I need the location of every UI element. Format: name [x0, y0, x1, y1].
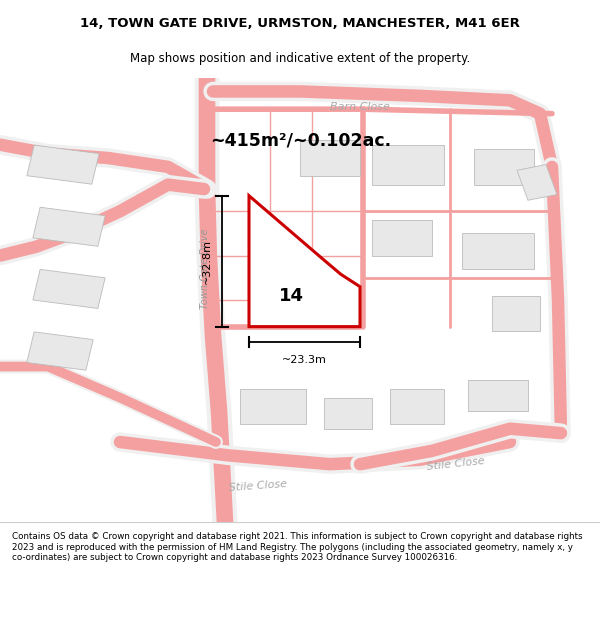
Text: ~23.3m: ~23.3m: [282, 355, 327, 365]
Bar: [462, 233, 534, 269]
Text: Town Gate Drive: Town Gate Drive: [200, 229, 210, 309]
Bar: [27, 332, 93, 370]
Bar: [240, 389, 306, 424]
Text: Stile Close: Stile Close: [229, 479, 287, 493]
Bar: [390, 389, 444, 424]
Text: 14: 14: [278, 286, 304, 304]
Bar: [27, 145, 99, 184]
Polygon shape: [249, 196, 360, 327]
Text: Contains OS data © Crown copyright and database right 2021. This information is : Contains OS data © Crown copyright and d…: [12, 532, 583, 562]
Bar: [300, 140, 360, 176]
Text: Stile Close: Stile Close: [427, 456, 485, 472]
Bar: [474, 149, 534, 184]
Text: ~32.8m: ~32.8m: [202, 239, 212, 284]
Bar: [372, 220, 432, 256]
Text: Barn Close: Barn Close: [330, 102, 390, 112]
Bar: [492, 296, 540, 331]
Text: Map shows position and indicative extent of the property.: Map shows position and indicative extent…: [130, 52, 470, 65]
Text: 14, TOWN GATE DRIVE, URMSTON, MANCHESTER, M41 6ER: 14, TOWN GATE DRIVE, URMSTON, MANCHESTER…: [80, 17, 520, 30]
Bar: [324, 398, 372, 429]
Bar: [33, 208, 105, 246]
Bar: [517, 164, 557, 200]
Bar: [468, 380, 528, 411]
Text: ~415m²/~0.102ac.: ~415m²/~0.102ac.: [210, 131, 391, 149]
Bar: [372, 144, 444, 184]
Bar: [33, 269, 105, 309]
